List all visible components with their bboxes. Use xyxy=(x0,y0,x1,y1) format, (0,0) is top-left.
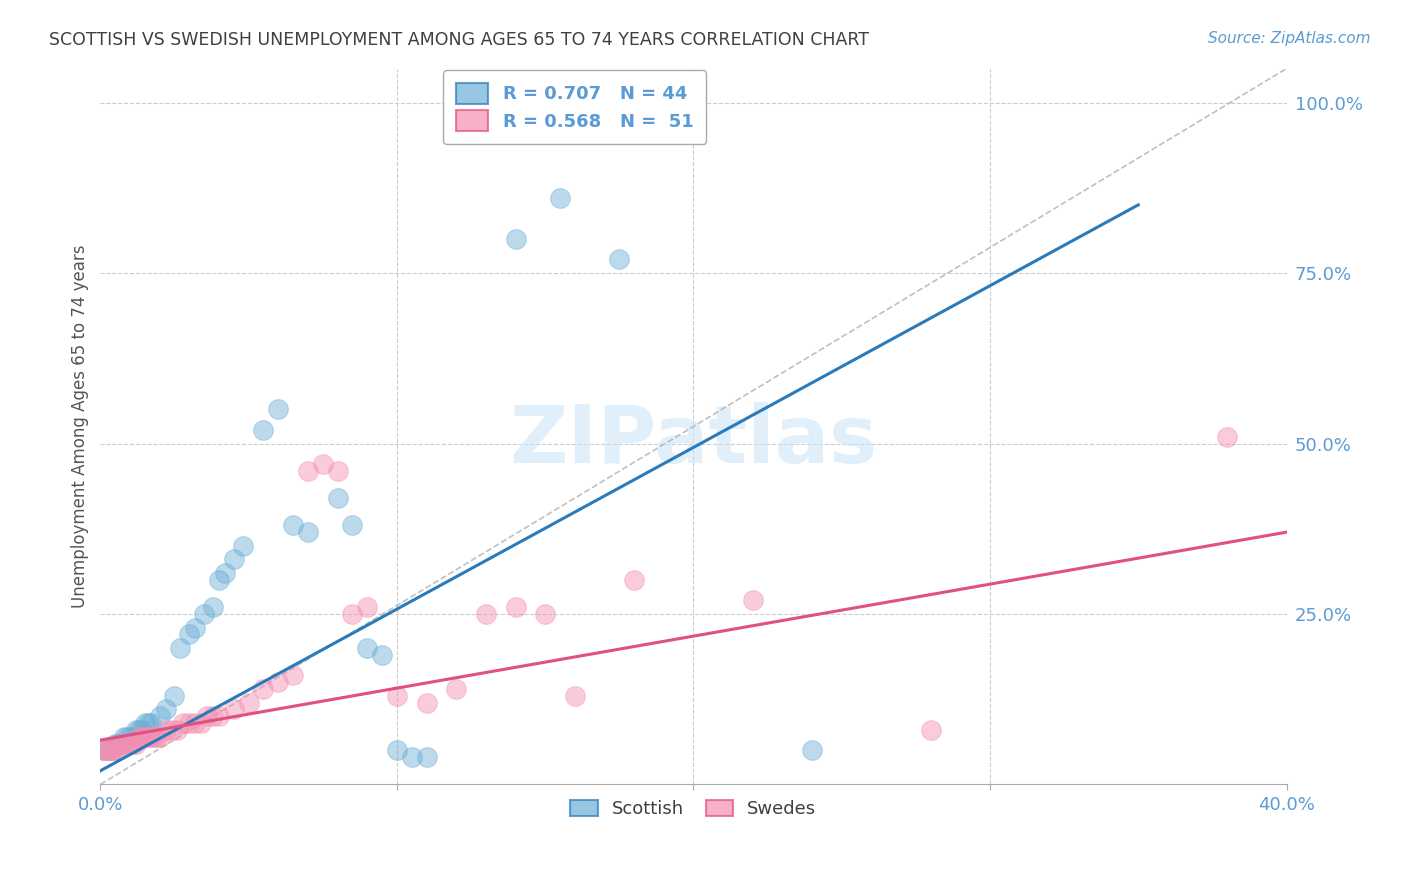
Point xyxy=(193,607,215,621)
Point xyxy=(149,709,172,723)
Point xyxy=(160,723,183,737)
Point xyxy=(128,723,150,737)
Point xyxy=(222,552,245,566)
Legend: Scottish, Swedes: Scottish, Swedes xyxy=(564,793,824,825)
Point xyxy=(741,593,763,607)
Point xyxy=(91,743,114,757)
Point xyxy=(475,607,498,621)
Point xyxy=(91,743,114,757)
Point xyxy=(136,716,159,731)
Point xyxy=(131,730,153,744)
Point xyxy=(118,730,141,744)
Point xyxy=(534,607,557,621)
Point xyxy=(190,716,212,731)
Point xyxy=(115,737,138,751)
Point xyxy=(139,730,162,744)
Point xyxy=(208,709,231,723)
Point xyxy=(107,743,129,757)
Point xyxy=(101,743,124,757)
Point xyxy=(110,737,132,751)
Point xyxy=(297,525,319,540)
Point xyxy=(145,730,167,744)
Point xyxy=(415,696,437,710)
Point xyxy=(401,750,423,764)
Point xyxy=(312,457,335,471)
Point xyxy=(101,743,124,757)
Point xyxy=(1216,430,1239,444)
Point xyxy=(801,743,824,757)
Point xyxy=(505,600,527,615)
Point xyxy=(115,730,138,744)
Point xyxy=(96,743,118,757)
Point xyxy=(607,252,630,267)
Point xyxy=(169,641,191,656)
Point xyxy=(371,648,394,662)
Point xyxy=(415,750,437,764)
Point xyxy=(238,696,260,710)
Point xyxy=(920,723,942,737)
Text: Source: ZipAtlas.com: Source: ZipAtlas.com xyxy=(1208,31,1371,46)
Point xyxy=(208,573,231,587)
Point xyxy=(122,737,145,751)
Point xyxy=(142,730,165,744)
Point xyxy=(267,402,290,417)
Point xyxy=(98,743,121,757)
Point xyxy=(548,191,571,205)
Point xyxy=(104,743,127,757)
Point xyxy=(297,464,319,478)
Point xyxy=(214,566,236,580)
Point xyxy=(172,716,194,731)
Point xyxy=(131,723,153,737)
Point xyxy=(98,743,121,757)
Point xyxy=(184,716,207,731)
Point xyxy=(110,737,132,751)
Point xyxy=(342,518,364,533)
Point xyxy=(623,573,645,587)
Point xyxy=(267,675,290,690)
Point xyxy=(149,730,172,744)
Point xyxy=(125,723,148,737)
Point xyxy=(112,737,135,751)
Point xyxy=(155,723,177,737)
Point xyxy=(155,702,177,716)
Point xyxy=(125,737,148,751)
Point xyxy=(134,716,156,731)
Point xyxy=(163,689,186,703)
Point xyxy=(385,743,408,757)
Point xyxy=(444,681,467,696)
Point xyxy=(505,232,527,246)
Point xyxy=(252,423,274,437)
Point xyxy=(202,600,225,615)
Point xyxy=(326,491,349,505)
Point xyxy=(326,464,349,478)
Point xyxy=(222,702,245,716)
Point xyxy=(107,737,129,751)
Point xyxy=(179,716,201,731)
Point xyxy=(134,730,156,744)
Point xyxy=(104,737,127,751)
Point xyxy=(356,641,378,656)
Text: SCOTTISH VS SWEDISH UNEMPLOYMENT AMONG AGES 65 TO 74 YEARS CORRELATION CHART: SCOTTISH VS SWEDISH UNEMPLOYMENT AMONG A… xyxy=(49,31,869,49)
Point xyxy=(112,730,135,744)
Point xyxy=(342,607,364,621)
Point xyxy=(195,709,218,723)
Point xyxy=(118,737,141,751)
Point xyxy=(356,600,378,615)
Point xyxy=(184,621,207,635)
Point xyxy=(564,689,586,703)
Point xyxy=(281,518,304,533)
Point xyxy=(96,743,118,757)
Point xyxy=(281,668,304,682)
Point xyxy=(385,689,408,703)
Text: ZIPatlas: ZIPatlas xyxy=(509,401,877,480)
Point xyxy=(139,716,162,731)
Point xyxy=(128,730,150,744)
Point xyxy=(179,627,201,641)
Point xyxy=(166,723,188,737)
Point xyxy=(202,709,225,723)
Point xyxy=(136,730,159,744)
Y-axis label: Unemployment Among Ages 65 to 74 years: Unemployment Among Ages 65 to 74 years xyxy=(72,244,89,608)
Point xyxy=(232,539,254,553)
Point xyxy=(252,681,274,696)
